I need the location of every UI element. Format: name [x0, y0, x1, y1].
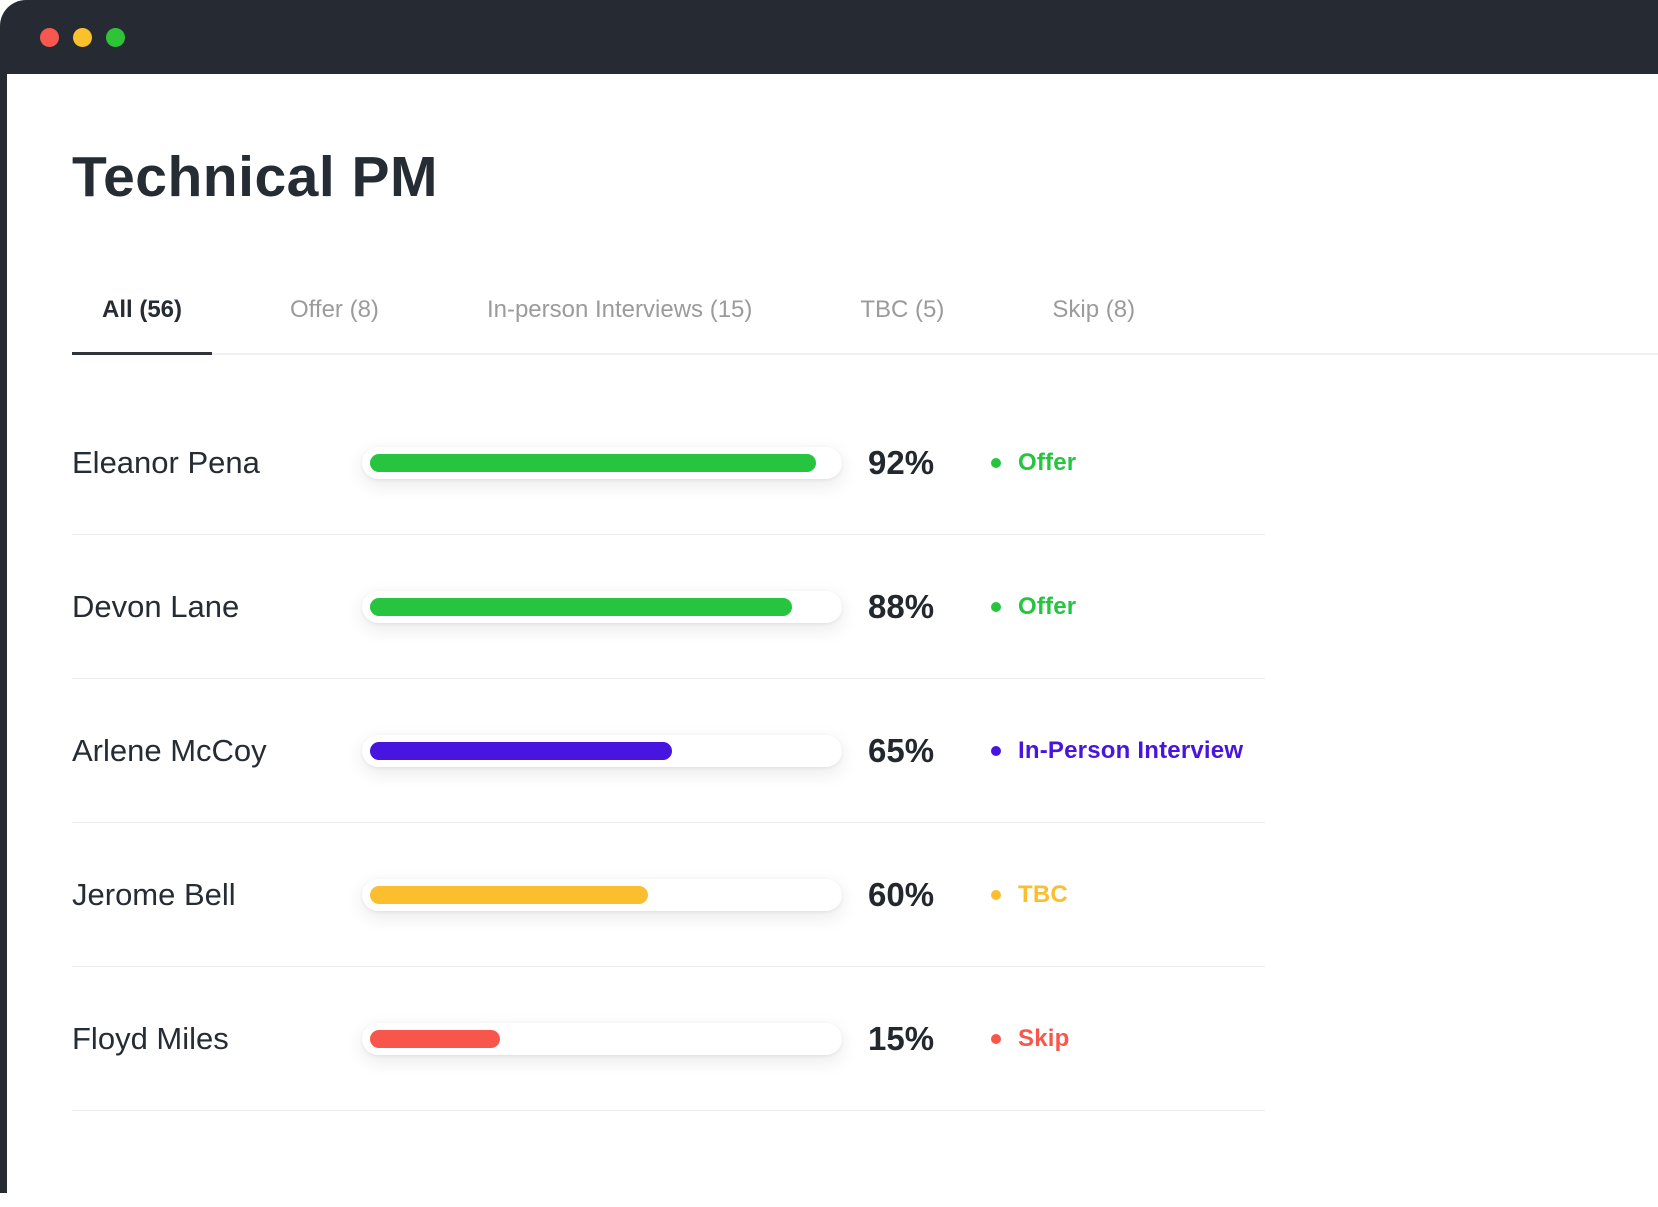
status-badge: In-Person Interview [975, 737, 1265, 765]
progress-track [362, 734, 842, 767]
tab-bar: All (56) Offer (8) In-person Interviews … [72, 296, 1658, 355]
tab-tbc[interactable]: TBC (5) [860, 296, 945, 323]
candidate-name: Arlene McCoy [72, 732, 267, 768]
status-dot-icon [991, 601, 1001, 612]
score-percent: 88% [868, 587, 935, 625]
tab-offer[interactable]: Offer (8) [290, 296, 379, 323]
progress-track [362, 446, 842, 479]
candidate-list: Eleanor Pena 92% Offer Devon Lane 88% Of… [72, 391, 1265, 1111]
close-button[interactable] [40, 27, 59, 47]
candidate-row[interactable]: Floyd Miles 15% Skip [72, 967, 1265, 1111]
status-badge: Skip [975, 1025, 1265, 1053]
status-label: Skip [1018, 1024, 1070, 1052]
status-badge: Offer [975, 449, 1265, 477]
status-dot-icon [991, 889, 1001, 900]
candidate-row[interactable]: Jerome Bell 60% TBC [72, 823, 1265, 967]
progress-fill [370, 453, 817, 472]
candidate-name: Devon Lane [72, 588, 240, 624]
candidate-row[interactable]: Arlene McCoy 65% In-Person Interview [72, 679, 1265, 823]
minimize-button[interactable] [73, 27, 92, 47]
candidate-name: Eleanor Pena [72, 444, 260, 480]
status-dot-icon [991, 1033, 1001, 1044]
progress-track [362, 1022, 842, 1055]
candidate-name: Floyd Miles [72, 1020, 229, 1056]
page-title: Technical PM [72, 145, 439, 209]
status-label: Offer [1018, 448, 1077, 476]
window-frame-edge [0, 30, 7, 1193]
tab-all[interactable]: All (56) [72, 296, 213, 355]
progress-fill [370, 885, 649, 904]
status-badge: TBC [975, 881, 1265, 909]
status-label: In-Person Interview [1018, 736, 1244, 764]
progress-track [362, 878, 842, 911]
candidate-row[interactable]: Devon Lane 88% Offer [72, 535, 1265, 679]
status-badge: Offer [975, 593, 1265, 621]
progress-fill [370, 741, 673, 760]
progress-fill [370, 597, 793, 616]
candidate-row[interactable]: Eleanor Pena 92% Offer [72, 391, 1265, 535]
titlebar [0, 0, 1658, 74]
tab-skip[interactable]: Skip (8) [1052, 296, 1136, 323]
score-percent: 92% [868, 443, 935, 481]
progress-track [362, 590, 842, 623]
status-label: TBC [1018, 880, 1068, 908]
score-percent: 60% [868, 875, 935, 913]
progress-fill [370, 1029, 500, 1048]
tab-in-person-interviews[interactable]: In-person Interviews (15) [486, 296, 753, 323]
candidate-name: Jerome Bell [72, 876, 236, 912]
status-dot-icon [991, 745, 1001, 756]
status-label: Offer [1018, 592, 1077, 620]
status-dot-icon [991, 457, 1001, 468]
score-percent: 15% [868, 1019, 935, 1057]
main-content: Technical PM [0, 144, 1658, 210]
score-percent: 65% [868, 731, 935, 769]
zoom-button[interactable] [106, 27, 125, 47]
